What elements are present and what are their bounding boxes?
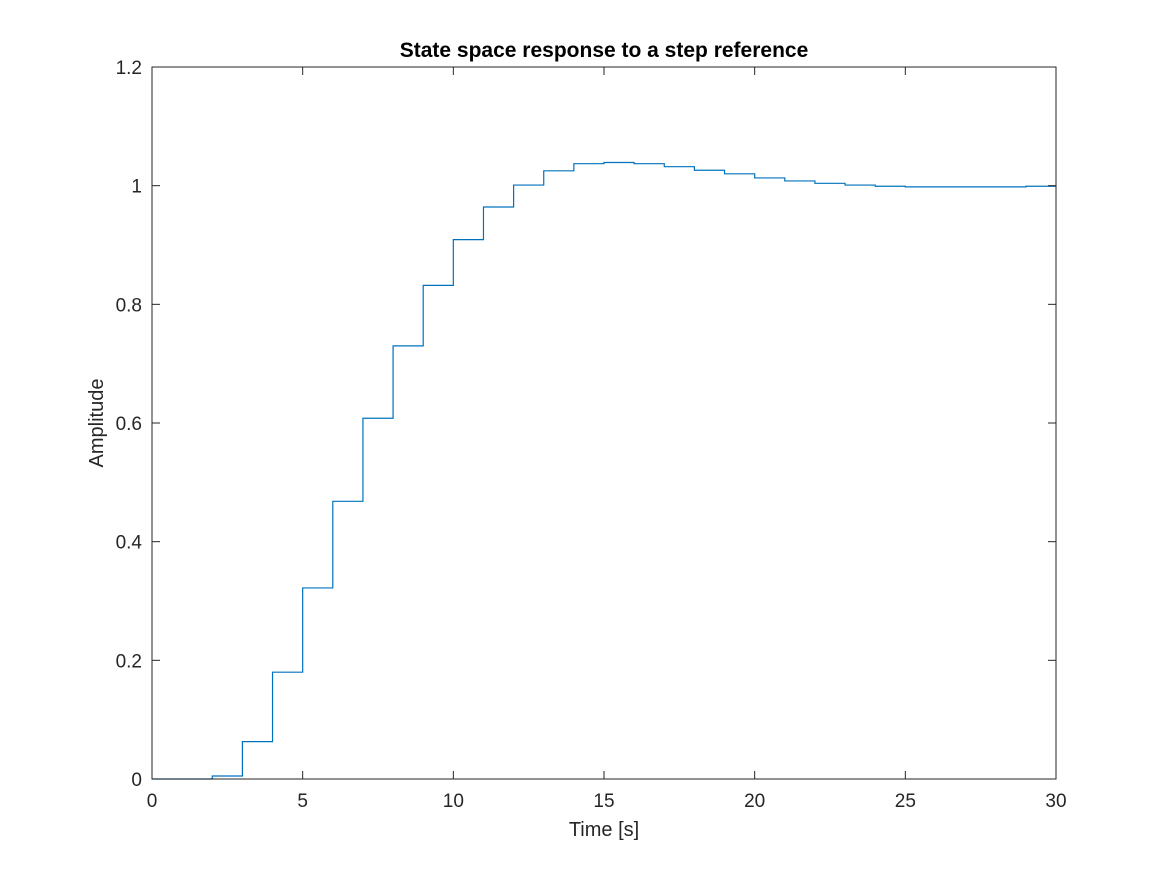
series-line-0 (152, 161, 1057, 780)
x-tick-label: 0 (147, 791, 158, 812)
y-tick-label: 0.2 (116, 651, 142, 672)
series-layer (152, 161, 1057, 780)
y-tick-label: 0.8 (116, 295, 142, 316)
x-axis-label: Time [s] (569, 819, 639, 841)
y-axis-label: Amplitude (86, 379, 108, 468)
x-tick-label: 20 (744, 791, 765, 812)
y-tick-label: 0 (131, 770, 142, 791)
y-tick-label: 0.6 (116, 414, 142, 435)
x-tick-label: 5 (297, 791, 308, 812)
x-tick-label: 15 (593, 791, 614, 812)
x-tick-label: 30 (1045, 791, 1066, 812)
x-tick-label: 25 (895, 791, 916, 812)
axes-box (151, 66, 1057, 780)
y-tick-label: 1.2 (116, 58, 142, 79)
y-tick-label: 1 (131, 177, 142, 198)
x-tick-label: 10 (443, 791, 464, 812)
ticks-layer: 0 5 10 15 20 25 30 0 0.2 0.4 0.6 0.8 1 1.2 (116, 58, 1067, 812)
chart-title: State space response to a step reference (400, 39, 809, 62)
y-tick-label: 0.4 (116, 533, 143, 554)
